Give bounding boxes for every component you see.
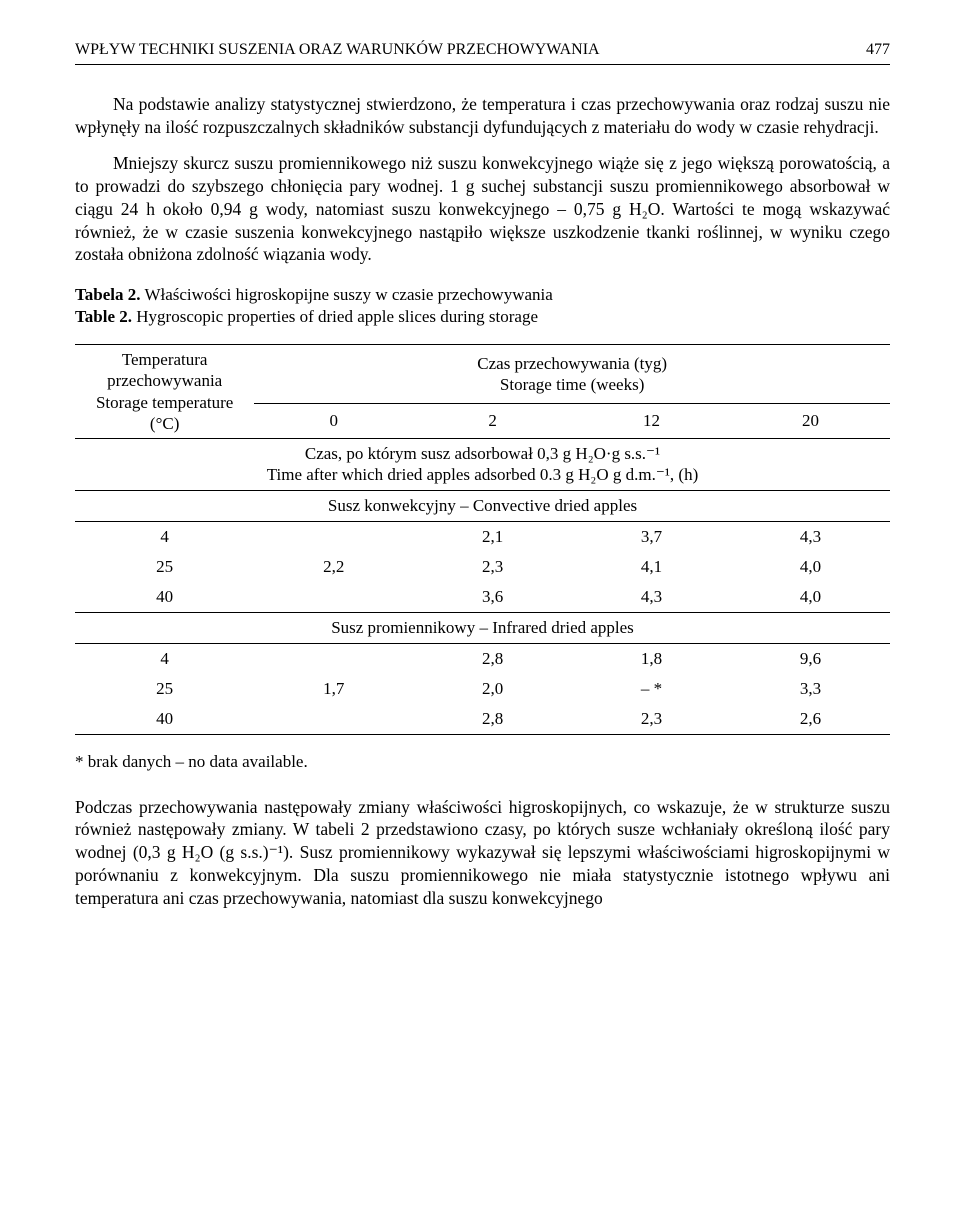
table-footnote: * brak danych – no data available. <box>75 751 890 773</box>
table-cell <box>254 704 413 735</box>
page-number: 477 <box>866 40 890 61</box>
table-cell: 4 <box>75 521 254 552</box>
table-row: 4 2,8 1,8 9,6 <box>75 644 890 675</box>
table-cell: 3,3 <box>731 674 890 704</box>
table-cell: 25 <box>75 674 254 704</box>
table-header-cell: 0 <box>254 403 413 438</box>
table-row: 4 2,1 3,7 4,3 <box>75 521 890 552</box>
table-cell: 2,3 <box>572 704 731 735</box>
table-section-title: Susz konwekcyjny – Convective dried appl… <box>75 490 890 521</box>
table-caption: Tabela 2. Właściwości higroskopijne susz… <box>75 284 890 328</box>
col-header-left-l3: Storage temperature <box>96 393 233 412</box>
table-cell: 2,8 <box>413 644 572 675</box>
col-header-left-l4: (°C) <box>150 414 179 433</box>
table-cell <box>254 582 413 613</box>
table-cell: – * <box>572 674 731 704</box>
table-header-cell: 20 <box>731 403 890 438</box>
col-header-right-l2: Storage time (weeks) <box>500 375 644 394</box>
table-row: 25 2,2 2,3 4,1 4,0 <box>75 552 890 582</box>
table-cell: 1,8 <box>572 644 731 675</box>
table-cell: 3,6 <box>413 582 572 613</box>
table-cell: 25 <box>75 552 254 582</box>
caption-label-pl: Tabela 2. <box>75 285 141 304</box>
table-cell: 9,6 <box>731 644 890 675</box>
table-cell: 4 <box>75 644 254 675</box>
table-cell <box>254 521 413 552</box>
table-subhead-pl: Czas, po którym susz adsorbował 0,3 g H₂… <box>305 444 660 463</box>
paragraph-2: Mniejszy skurcz suszu promiennikowego ni… <box>75 152 890 266</box>
caption-text-pl: Właściwości higroskopijne suszy w czasie… <box>141 285 553 304</box>
table-cell: 4,0 <box>731 552 890 582</box>
table-row: 25 1,7 2,0 – * 3,3 <box>75 674 890 704</box>
table-cell: 2,6 <box>731 704 890 735</box>
running-title: WPŁYW TECHNIKI SUSZENIA ORAZ WARUNKÓW PR… <box>75 40 600 61</box>
caption-label-en: Table 2. <box>75 307 132 326</box>
table-cell: 4,3 <box>731 521 890 552</box>
paragraph-3: Podczas przechowywania następowały zmian… <box>75 796 890 910</box>
table-cell: 2,2 <box>254 552 413 582</box>
running-header: WPŁYW TECHNIKI SUSZENIA ORAZ WARUNKÓW PR… <box>75 40 890 65</box>
table-cell <box>254 644 413 675</box>
table-header-cell: 2 <box>413 403 572 438</box>
table-cell: 2,1 <box>413 521 572 552</box>
table-cell: 3,7 <box>572 521 731 552</box>
table-subhead-en: Time after which dried apples adsorbed 0… <box>267 465 699 484</box>
caption-text-en: Hygroscopic properties of dried apple sl… <box>132 307 538 326</box>
col-header-left-l1: Temperatura <box>122 350 208 369</box>
col-header-right-l1: Czas przechowywania (tyg) <box>477 354 667 373</box>
table-cell: 1,7 <box>254 674 413 704</box>
table-cell: 4,0 <box>731 582 890 613</box>
hygroscopic-table: Temperatura przechowywania Storage tempe… <box>75 344 890 735</box>
table-cell: 40 <box>75 582 254 613</box>
table-row: 40 3,6 4,3 4,0 <box>75 582 890 613</box>
table-cell: 4,1 <box>572 552 731 582</box>
col-header-left-l2: przechowywania <box>107 371 222 390</box>
table-cell: 4,3 <box>572 582 731 613</box>
table-cell: 40 <box>75 704 254 735</box>
table-row: 40 2,8 2,3 2,6 <box>75 704 890 735</box>
table-cell: 2,0 <box>413 674 572 704</box>
table-header-cell: 12 <box>572 403 731 438</box>
paragraph-1: Na podstawie analizy statystycznej stwie… <box>75 93 890 139</box>
table-cell: 2,8 <box>413 704 572 735</box>
table-section-title: Susz promiennikowy – Infrared dried appl… <box>75 613 890 644</box>
table-cell: 2,3 <box>413 552 572 582</box>
